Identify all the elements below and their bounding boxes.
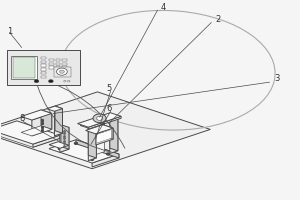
- Polygon shape: [110, 118, 118, 154]
- Text: 6: 6: [107, 104, 112, 113]
- Polygon shape: [76, 140, 119, 158]
- Polygon shape: [55, 106, 62, 133]
- Bar: [49, 59, 54, 61]
- Bar: [49, 66, 54, 69]
- Polygon shape: [61, 125, 69, 149]
- Circle shape: [59, 70, 64, 73]
- Bar: [11, 56, 37, 79]
- Polygon shape: [21, 110, 52, 120]
- Bar: [41, 68, 46, 71]
- Polygon shape: [88, 116, 121, 129]
- Polygon shape: [101, 123, 104, 125]
- Polygon shape: [102, 116, 118, 121]
- Bar: [41, 57, 46, 59]
- Polygon shape: [85, 125, 113, 134]
- Bar: [54, 67, 71, 77]
- Bar: [49, 63, 54, 65]
- Polygon shape: [49, 142, 69, 148]
- Text: 8: 8: [19, 114, 25, 123]
- Bar: [13, 57, 35, 78]
- Text: 1: 1: [7, 27, 13, 36]
- Polygon shape: [91, 119, 104, 156]
- Polygon shape: [110, 116, 118, 151]
- Polygon shape: [0, 92, 210, 169]
- Polygon shape: [88, 123, 96, 158]
- Polygon shape: [78, 113, 121, 127]
- Polygon shape: [103, 125, 113, 139]
- Polygon shape: [60, 127, 69, 152]
- Polygon shape: [41, 110, 52, 129]
- Circle shape: [49, 80, 53, 83]
- Bar: [7, 50, 80, 85]
- Circle shape: [34, 80, 39, 83]
- Circle shape: [58, 148, 61, 150]
- Text: 2: 2: [216, 15, 221, 24]
- Bar: [41, 72, 46, 74]
- Polygon shape: [33, 135, 60, 147]
- Text: 5: 5: [107, 84, 112, 93]
- Polygon shape: [80, 123, 96, 128]
- Bar: [41, 61, 46, 63]
- Bar: [56, 59, 60, 61]
- Polygon shape: [88, 125, 96, 161]
- Circle shape: [74, 142, 77, 144]
- Bar: [62, 66, 67, 69]
- Circle shape: [97, 116, 103, 120]
- Polygon shape: [0, 121, 60, 144]
- Bar: [41, 76, 46, 78]
- Circle shape: [93, 114, 106, 123]
- Bar: [41, 64, 46, 67]
- Circle shape: [91, 158, 94, 160]
- Polygon shape: [92, 154, 119, 167]
- Bar: [56, 66, 60, 69]
- Polygon shape: [96, 129, 111, 143]
- Circle shape: [68, 80, 70, 82]
- Polygon shape: [54, 109, 62, 136]
- Bar: [62, 59, 67, 61]
- Polygon shape: [49, 146, 69, 152]
- Polygon shape: [32, 113, 52, 136]
- Bar: [56, 63, 60, 65]
- Text: 4: 4: [160, 3, 166, 12]
- Bar: [62, 63, 67, 65]
- Text: 3: 3: [274, 74, 279, 83]
- Polygon shape: [0, 124, 60, 147]
- Polygon shape: [49, 140, 119, 163]
- Circle shape: [64, 80, 66, 82]
- Polygon shape: [21, 126, 52, 136]
- Polygon shape: [96, 128, 113, 145]
- Circle shape: [56, 68, 67, 75]
- Circle shape: [107, 153, 110, 155]
- Polygon shape: [47, 106, 62, 111]
